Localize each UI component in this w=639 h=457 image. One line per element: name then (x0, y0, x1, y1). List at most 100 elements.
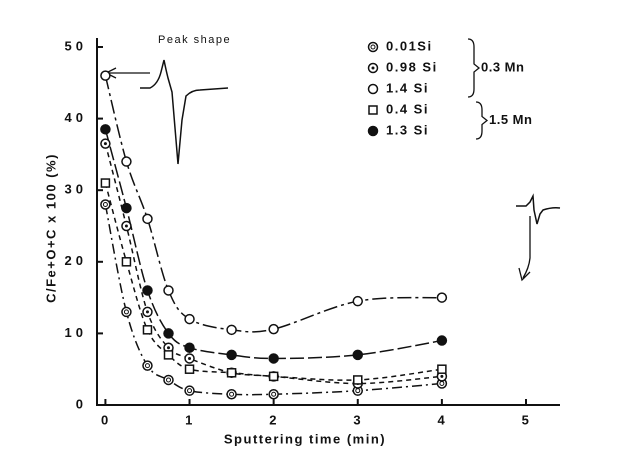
data-point (184, 353, 195, 364)
x-tick-label: 5 (522, 412, 531, 427)
data-point (226, 368, 237, 378)
marker-part (226, 389, 237, 400)
x-tick-label: 0 (101, 412, 110, 427)
data-point (142, 306, 153, 318)
arrow (104, 67, 150, 79)
marker-part (436, 335, 448, 346)
marker-part (268, 371, 279, 382)
marker-part (370, 44, 376, 50)
marker-part (142, 360, 153, 371)
y-tick-label: 10 (65, 325, 87, 340)
marker-part (142, 325, 153, 335)
data-point (100, 199, 111, 210)
data-point (121, 257, 132, 267)
legend-label: 1.3 Si (386, 122, 429, 137)
legend-marker (367, 125, 379, 137)
x-tick-label: 1 (185, 412, 194, 427)
data-point (184, 342, 195, 353)
data-point (268, 323, 279, 335)
marker-part (100, 178, 111, 188)
data-point (142, 360, 153, 371)
marker-part (436, 292, 448, 303)
legend-marker (368, 105, 378, 115)
marker-part (271, 391, 277, 397)
data-point (163, 374, 174, 386)
marker-part (268, 389, 279, 400)
marker-part (142, 213, 153, 225)
data-point (100, 138, 111, 149)
marker-part (184, 385, 195, 396)
x-tick-label: 3 (353, 412, 362, 427)
data-point (100, 70, 111, 81)
marker-part (100, 70, 111, 81)
arrow (518, 216, 531, 282)
y-tick-label: 20 (65, 253, 87, 268)
marker-part (440, 374, 444, 378)
data-point (268, 371, 279, 382)
marker-part (187, 388, 193, 394)
x-tick-label: 2 (269, 412, 278, 427)
y-tick-label: 30 (65, 182, 87, 197)
data-point (353, 375, 363, 385)
data-point (226, 324, 237, 336)
data-point (226, 349, 237, 361)
legend-marker (367, 41, 379, 53)
legend-marker (367, 83, 379, 95)
data-point (100, 124, 111, 135)
legend-group-label: 0.3 Mn (481, 59, 524, 74)
data-point (226, 389, 237, 400)
marker-part (142, 285, 153, 296)
marker-part (268, 323, 279, 335)
legend-brace (475, 101, 489, 140)
x-axis-label: Sputtering time (min) (224, 431, 386, 446)
data-point (121, 156, 132, 167)
marker-part (163, 328, 174, 339)
legend-label: 0.01Si (386, 38, 433, 53)
marker-part (100, 124, 111, 135)
marker-part (167, 346, 170, 350)
marker-part (188, 356, 192, 360)
data-point (121, 220, 132, 232)
marker-part (102, 202, 108, 208)
data-point (142, 213, 153, 225)
marker-part (367, 83, 379, 95)
marker-part (163, 285, 174, 296)
series-line (104, 143, 442, 385)
marker-part (352, 295, 364, 307)
marker-part (121, 202, 132, 214)
marker-part (226, 349, 237, 361)
marker-part (229, 391, 235, 397)
marker-part (371, 66, 375, 70)
marker-part (121, 306, 132, 318)
marker-part (226, 368, 237, 378)
data-point (436, 335, 448, 346)
marker-part (226, 324, 237, 336)
marker-part (184, 313, 195, 325)
marker-part (144, 363, 150, 369)
y-tick-label: 40 (65, 110, 87, 125)
data-point (163, 328, 174, 339)
marker-part (437, 364, 447, 374)
data-point (268, 389, 279, 400)
data-point (352, 349, 364, 361)
peak-sketch (140, 59, 229, 165)
data-point (184, 385, 195, 396)
marker-part (145, 310, 149, 314)
marker-part (268, 353, 279, 364)
marker-part (166, 377, 171, 383)
peak-sketch (516, 193, 561, 225)
data-point (436, 292, 448, 303)
data-point (121, 202, 132, 214)
data-point (163, 350, 174, 360)
marker-part (353, 375, 363, 385)
marker-part (367, 125, 379, 137)
data-point (142, 325, 153, 335)
data-point (163, 285, 174, 296)
marker-part (121, 156, 132, 167)
legend-label: 0.98 Si (386, 59, 438, 74)
legend-brace (467, 38, 481, 98)
y-tick-label: 0 (76, 396, 87, 411)
marker-part (184, 342, 195, 353)
marker-part (121, 257, 132, 267)
